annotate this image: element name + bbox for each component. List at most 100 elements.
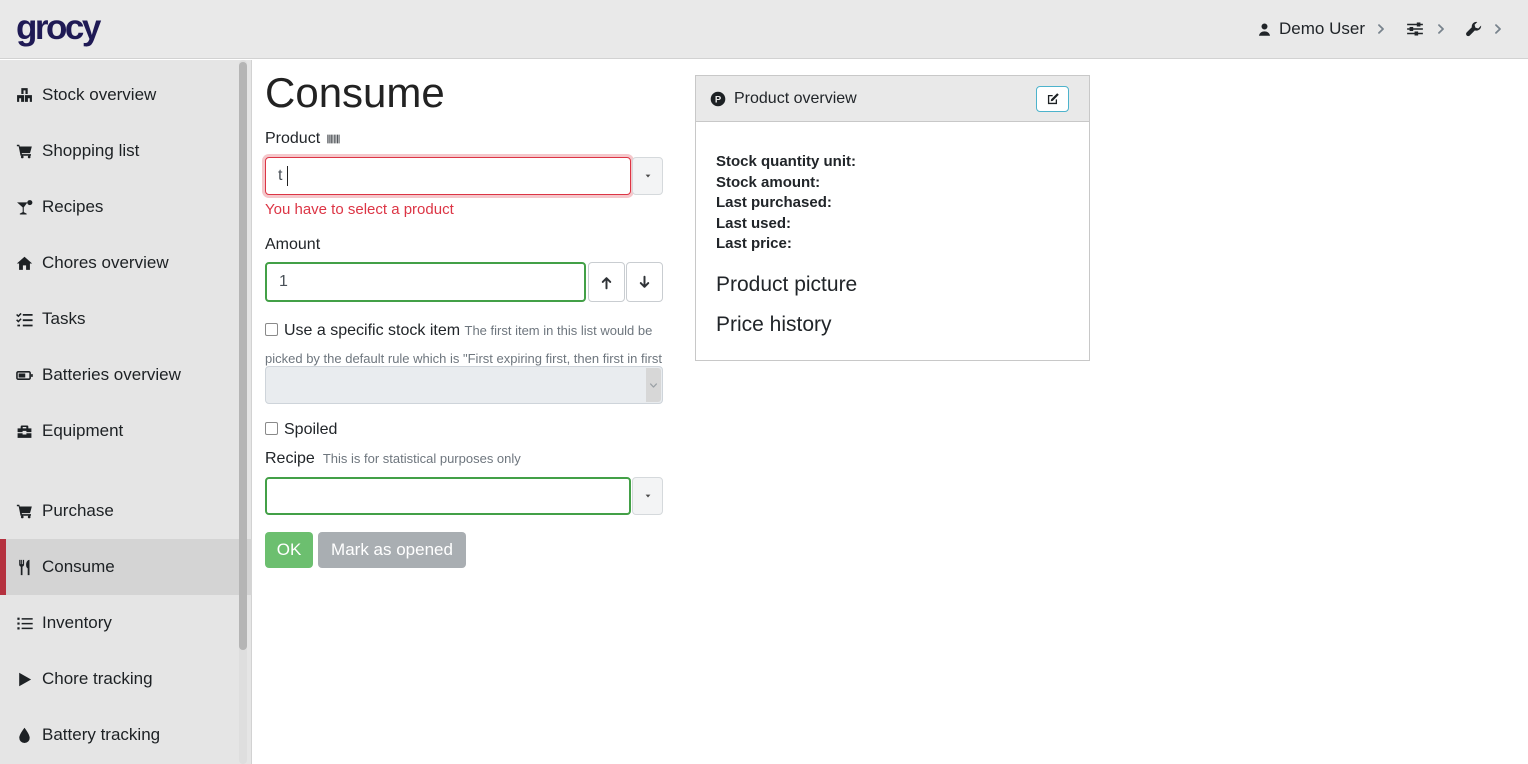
sidebar-group: Purchase Consume Inventory Chore trackin… xyxy=(0,483,252,763)
sidebar-item-label: Shopping list xyxy=(42,141,140,160)
recipe-input[interactable] xyxy=(265,477,631,515)
sidebar-item-inventory[interactable]: Inventory xyxy=(0,595,252,651)
sidebar-scrollbar-thumb[interactable] xyxy=(239,62,247,650)
recipe-dropdown-button[interactable] xyxy=(632,477,663,515)
manage-master-data-button[interactable] xyxy=(1405,20,1425,38)
sidebar-item-recipes[interactable]: Recipes xyxy=(0,179,252,235)
price-history-heading: Price history xyxy=(716,312,832,336)
sidebar-item-label: Purchase xyxy=(42,501,114,520)
settings-button[interactable] xyxy=(1465,21,1482,38)
sidebar-item-battery-tracking[interactable]: Battery tracking xyxy=(0,707,252,763)
amount-field-label: Amount xyxy=(265,236,321,253)
form-actions: OK Mark as opened xyxy=(265,532,466,568)
sidebar-item-label: Chore tracking xyxy=(42,669,153,688)
utensils-icon xyxy=(16,559,33,576)
product-overview-body: Stock quantity unit: Stock amount: Last pu… xyxy=(696,122,1089,337)
sidebar-item-label: Batteries overview xyxy=(42,365,181,384)
overview-field: Stock quantity unit: xyxy=(716,153,856,170)
recipe-combobox xyxy=(265,477,663,515)
grocy-logo[interactable]: grocy xyxy=(16,8,101,47)
cocktail-icon xyxy=(16,199,33,216)
tasks-icon xyxy=(16,311,33,328)
user-menu[interactable]: Demo User xyxy=(1257,19,1365,39)
pencil-square-icon xyxy=(1046,92,1060,106)
arrow-down-icon xyxy=(637,275,652,290)
user-menu-label: Demo User xyxy=(1279,19,1365,38)
toolbox-icon xyxy=(16,423,33,440)
home-icon xyxy=(16,255,33,272)
wrench-icon xyxy=(1465,21,1482,38)
product-picture-heading: Product picture xyxy=(716,272,858,296)
recipe-field-label: Recipe This is for statistical purposes … xyxy=(265,450,521,468)
sidebar-item-label: Chores overview xyxy=(42,253,169,272)
settings-chevron-right-icon[interactable] xyxy=(1492,23,1504,35)
navbar-right-menu: Demo User xyxy=(1257,0,1504,58)
amount-stepper xyxy=(265,262,663,302)
specific-stock-item-row: Use a specific stock item The first item… xyxy=(265,317,667,401)
product-overview-title: Product overview xyxy=(734,89,857,107)
overview-field: Stock amount: xyxy=(716,173,821,191)
caret-down-icon xyxy=(643,492,653,500)
top-navbar: grocy Demo User xyxy=(0,0,1528,59)
sidebar-item-label: Stock overview xyxy=(42,85,157,104)
sidebar-item-label: Equipment xyxy=(42,421,124,440)
stock-item-select-disabled xyxy=(265,366,663,404)
sidebar-item-label: Battery tracking xyxy=(42,725,161,744)
sidebar-item-tasks[interactable]: Tasks xyxy=(0,291,252,347)
mark-as-opened-button[interactable]: Mark as opened xyxy=(318,532,466,568)
product-overview-header: Product overview xyxy=(696,76,1089,122)
sidebar-item-consume[interactable]: Consume xyxy=(0,539,252,595)
specific-stock-item-label: Use a specific stock item xyxy=(284,322,461,339)
select-scroll-strip xyxy=(646,368,661,402)
sidebar-item-equipment[interactable]: Equipment xyxy=(0,403,252,459)
battery-icon xyxy=(16,367,33,384)
ok-button[interactable]: OK xyxy=(265,532,313,568)
sidebar-item-purchase[interactable]: Purchase xyxy=(0,483,252,539)
boxes-icon xyxy=(16,87,33,104)
recipe-label-text: Recipe xyxy=(265,450,315,467)
spoiled-label: Spoiled xyxy=(284,421,338,438)
edit-product-button[interactable] xyxy=(1036,86,1069,112)
product-field-label: Product xyxy=(265,130,341,148)
user-menu-chevron-right-icon[interactable] xyxy=(1375,23,1387,35)
sliders-icon xyxy=(1405,20,1425,38)
sidebar-item-label: Consume xyxy=(42,557,115,576)
sidebar-item-batteries-overview[interactable]: Batteries overview xyxy=(0,347,252,403)
specific-stock-item-note: The first item in this list would be pic… xyxy=(265,323,662,394)
barcode-icon xyxy=(326,132,341,146)
spoiled-checkbox[interactable] xyxy=(265,422,278,435)
sidebar-item-chore-tracking[interactable]: Chore tracking xyxy=(0,651,252,707)
caret-down-icon xyxy=(643,172,653,180)
master-data-chevron-right-icon[interactable] xyxy=(1435,23,1447,35)
spoiled-row: Spoiled xyxy=(265,421,337,439)
shopping-cart-icon xyxy=(16,143,33,160)
product-combobox xyxy=(265,157,663,195)
product-label-text: Product xyxy=(265,130,321,147)
specific-stock-item-checkbox[interactable] xyxy=(265,323,278,336)
product-overview-card: Product overview Stock quantity unit: Sto… xyxy=(695,75,1090,361)
sidebar-item-stock-overview[interactable]: Stock overview xyxy=(0,67,252,123)
overview-field: Last price: xyxy=(716,235,792,252)
amount-increment-button[interactable] xyxy=(588,262,625,302)
overview-field: Last used: xyxy=(716,214,792,232)
sidebar-group: Stock overview Shopping list Recipes Cho… xyxy=(0,67,252,459)
sidebar-item-label: Recipes xyxy=(42,197,104,216)
chevron-down-icon xyxy=(649,381,658,390)
arrow-up-icon xyxy=(599,275,614,290)
droplet-icon xyxy=(16,727,33,744)
sidebar-item-label: Inventory xyxy=(42,613,112,632)
product-dropdown-button[interactable] xyxy=(632,157,663,195)
user-icon xyxy=(1257,22,1272,37)
text-cursor xyxy=(287,166,288,186)
product-circle-icon xyxy=(710,91,726,107)
sidebar-item-chores-overview[interactable]: Chores overview xyxy=(0,235,252,291)
product-overview-fields: Stock quantity unit: Stock amount: Last pu… xyxy=(716,152,1069,255)
page-title: Consume xyxy=(265,69,445,116)
amount-input[interactable] xyxy=(265,262,586,302)
sidebar-item-label: Tasks xyxy=(42,309,86,328)
sidebar-item-shopping-list[interactable]: Shopping list xyxy=(0,123,252,179)
product-input[interactable] xyxy=(265,157,631,195)
amount-decrement-button[interactable] xyxy=(626,262,663,302)
play-icon xyxy=(16,671,33,688)
